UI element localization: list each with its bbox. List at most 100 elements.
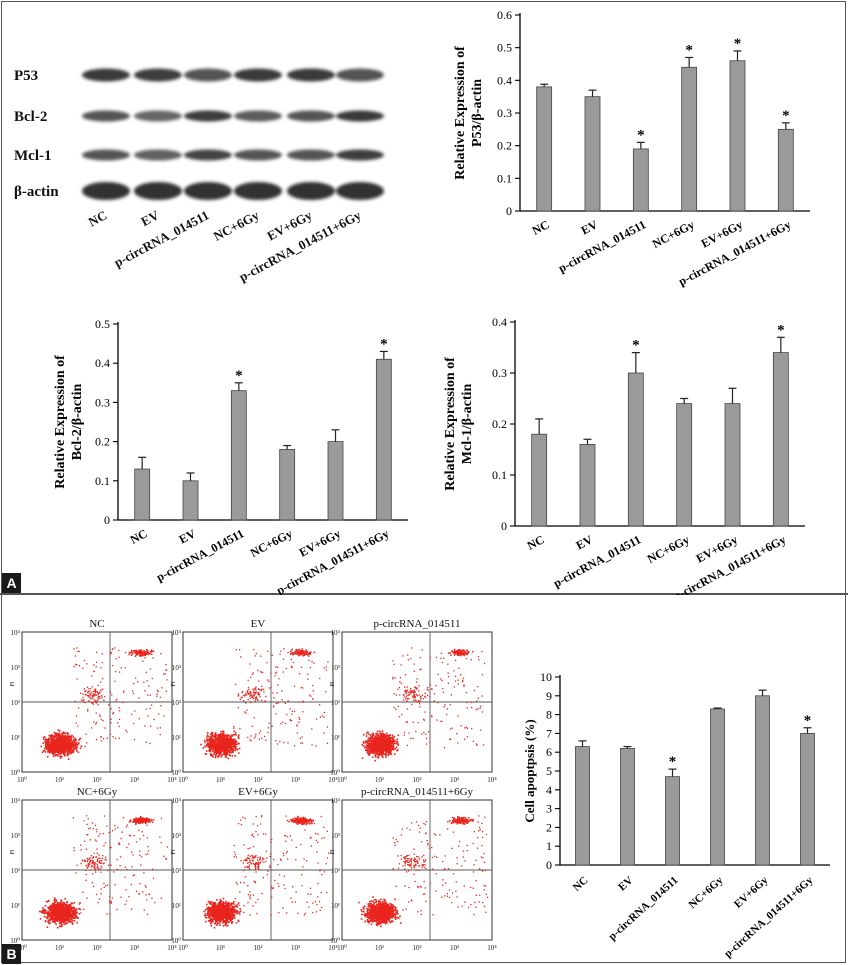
flow-dots [40, 647, 168, 760]
y-tick-label: 0.3 [492, 366, 507, 380]
y-tick-label: 6 [546, 745, 552, 759]
flow-x-tick-label: 10¹ [55, 944, 64, 952]
y-tick-label: 0.4 [492, 315, 507, 329]
flow-y-tick-label: 10⁴ [11, 629, 21, 637]
y-axis-label: Relative Expression of [443, 357, 458, 491]
flow-y-tick-label: 10² [172, 699, 181, 707]
blot-band [184, 68, 232, 82]
flow-y-tick-label: 10¹ [11, 734, 20, 742]
bar [755, 695, 770, 866]
significance-marker: * [782, 108, 790, 124]
flow-y-tick-label: 10⁰ [330, 769, 340, 777]
significance-marker: * [380, 336, 388, 352]
x-tick-label: NC+6Gy [645, 532, 692, 566]
flow-y-tick-label: 10³ [331, 832, 340, 840]
y-tick-label: 0 [501, 519, 507, 533]
bar [772, 352, 789, 527]
flow-x-tick-label: 10⁰ [17, 776, 27, 784]
flow-y-tick-label: 10⁴ [331, 629, 341, 637]
y-axis-label: P53/β-actin [470, 79, 485, 147]
flow-dots [361, 647, 486, 762]
flow-plot-title: NC [89, 618, 104, 630]
flow-x-tick-label: 10⁰ [178, 944, 188, 952]
blot-band [184, 149, 232, 161]
flow-y-tick-label: 10¹ [331, 734, 340, 742]
y-tick-label: 0.2 [95, 435, 110, 449]
flow-y-tick-label: 10² [331, 699, 340, 707]
bar [327, 441, 344, 521]
y-axis-label: Mcl-1/β-actin [460, 384, 475, 465]
flow-x-tick-label: 10⁰ [17, 944, 27, 952]
significance-marker: * [669, 754, 677, 770]
mcl1-bar-chart: 0 0.1 0.2 0.3 0.4 Relative Expression of Mcl-1… [443, 315, 805, 595]
flow-x-tick-label: 10³ [130, 944, 139, 952]
blot-band [82, 110, 130, 122]
flow-x-tick-label: 10² [92, 944, 101, 952]
y-tick-label: 0.1 [95, 474, 110, 488]
bar [729, 60, 746, 212]
blot-band [336, 110, 384, 122]
flow-plot: EV+6Gy10⁰10¹10²10³10⁴10⁰10¹10²10³10⁴Anne… [171, 786, 338, 952]
blot-lane-label: NC+6Gy [211, 207, 262, 244]
y-tick-label: 0.1 [497, 171, 512, 185]
x-tick-label: p-circRNA_014511+6Gy [722, 874, 816, 960]
x-tick-label: NC+6Gy [650, 217, 697, 251]
flow-y-tick-label: 10⁴ [172, 629, 182, 637]
panel-b-label: B [2, 944, 21, 964]
bar [375, 358, 392, 521]
apoptosis-bar-chart: 0 1 2 3 4 5 6 7 8 9 10 Cell apoptpsis (%) NC EV * p-cir… [522, 670, 830, 960]
bar [777, 128, 794, 212]
y-tick-label: 0.3 [497, 106, 512, 120]
blot-band [287, 149, 335, 161]
x-tick-label: NC [571, 874, 591, 894]
bar [579, 443, 596, 527]
blot-band [287, 68, 335, 82]
bar [627, 372, 644, 527]
flow-y-tick-label: 10³ [11, 832, 20, 840]
y-tick-label: 2 [546, 820, 552, 834]
flow-x-tick-label: 10⁰ [337, 776, 347, 784]
x-tick-label: p-circRNA_014511 [551, 532, 643, 590]
y-axis-label: Cell apoptpsis (%) [522, 719, 537, 822]
flow-y-tick-label: 10² [172, 867, 181, 875]
flow-plot: EV10⁰10¹10²10³10⁴10⁰10¹10²10³10⁴AnnexinV… [171, 618, 338, 784]
blot-band [184, 182, 232, 200]
flow-x-tick-label: 10³ [450, 944, 459, 952]
flow-x-tick-label: 10³ [130, 776, 139, 784]
flow-y-tick-label: 10³ [172, 664, 181, 672]
y-axis-label: Bcl-2/β-actin [70, 384, 85, 461]
flow-y-tick-label: 10¹ [11, 902, 20, 910]
x-tick-label: NC [525, 532, 547, 553]
flow-plot-body: EV+6Gy10⁰10¹10²10³10⁴10⁰10¹10²10³10⁴Anne… [171, 786, 338, 952]
flow-y-tick-label: 10⁰ [330, 937, 340, 945]
blot-lane-label: NC [86, 207, 110, 229]
panel-divider [0, 593, 848, 595]
blot-row-label: β-actin [14, 184, 59, 200]
x-tick-label: EV [574, 532, 596, 552]
y-tick-label: 0.2 [492, 417, 507, 431]
flow-x-tick-label: 10² [253, 944, 262, 952]
flow-plot-body: EV10⁰10¹10²10³10⁴10⁰10¹10²10³10⁴AnnexinV… [171, 618, 338, 784]
blot-band [234, 68, 282, 82]
y-tick-label: 7 [546, 726, 552, 740]
flow-plot: NC10⁰10¹10²10³10⁴10⁰10¹10²10³10⁴AnnexinV… [10, 618, 177, 784]
bar [665, 776, 680, 866]
blot-band [134, 149, 182, 161]
flow-plot-body: NC+6Gy10⁰10¹10²10³10⁴10⁰10¹10²10³10⁴Anne… [10, 786, 177, 952]
flow-y-tick-label: 10⁴ [331, 797, 341, 805]
y-axis-label: Relative Expression of [453, 46, 468, 180]
x-tick-label: NC+6Gy [686, 874, 725, 911]
flow-plot-title: p-circRNA_014511 [374, 618, 461, 630]
y-tick-label: 0.3 [95, 395, 110, 409]
bar [536, 86, 553, 212]
flow-y-tick-label: 10³ [172, 832, 181, 840]
flow-y-tick-label: 10⁰ [171, 937, 181, 945]
flow-y-tick-label: 10² [11, 867, 20, 875]
flow-plot-title: p-circRNA_014511+6Gy [361, 786, 474, 798]
bar [575, 746, 590, 866]
flow-y-tick-label: 10⁰ [10, 937, 20, 945]
